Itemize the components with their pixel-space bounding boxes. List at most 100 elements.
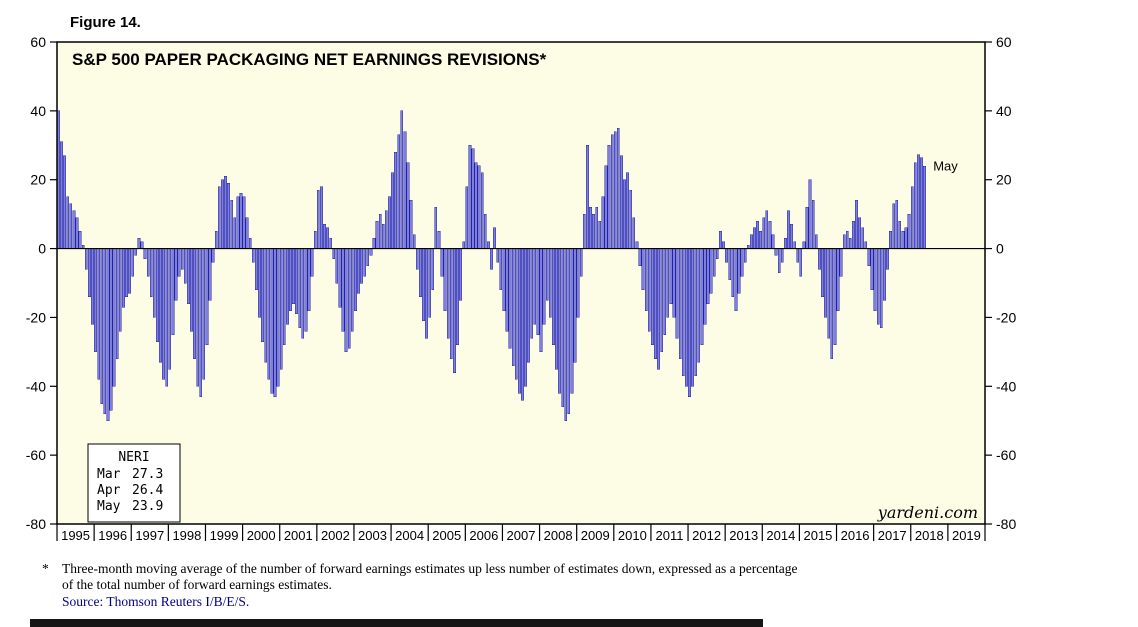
- bar: [493, 227, 496, 249]
- bar: [66, 196, 70, 249]
- bar: [149, 248, 153, 298]
- bar: [551, 248, 555, 346]
- x-tick-label: 2019: [952, 528, 981, 543]
- bar: [876, 248, 880, 325]
- plot-frame: [56, 41, 986, 525]
- bar: [697, 248, 701, 363]
- y-tick-label: 60: [996, 34, 1012, 50]
- legend-row-value: 23.9: [132, 499, 163, 514]
- bar: [418, 248, 422, 298]
- bar: [502, 248, 506, 311]
- bar: [737, 248, 741, 294]
- bar: [394, 151, 398, 249]
- bar: [589, 207, 592, 249]
- bar: [907, 213, 911, 249]
- bar: [604, 165, 608, 249]
- y-tick-label: 20: [996, 172, 1012, 188]
- bar: [391, 172, 394, 249]
- bar: [474, 162, 478, 249]
- bar: [465, 186, 469, 249]
- bar: [635, 241, 639, 249]
- y-tick-label: -60: [996, 447, 1016, 463]
- bar: [650, 248, 654, 346]
- bar: [193, 248, 196, 359]
- legend-title: NERI: [118, 450, 149, 465]
- bar: [731, 248, 735, 298]
- bar: [115, 248, 119, 359]
- bar: [208, 248, 212, 301]
- bar: [660, 248, 664, 353]
- bar: [60, 141, 63, 249]
- bar: [118, 248, 122, 332]
- bar: [350, 248, 354, 332]
- bar: [369, 248, 373, 256]
- bar: [199, 248, 203, 397]
- bar: [765, 210, 769, 249]
- bar: [397, 134, 401, 249]
- bar: [530, 248, 534, 339]
- x-tick-label: 2009: [581, 528, 610, 543]
- bar: [63, 155, 67, 249]
- bar: [245, 217, 249, 249]
- y-tick-label: 0: [996, 241, 1004, 257]
- bar: [483, 213, 487, 249]
- bar: [706, 248, 710, 304]
- legend-row-month: Apr: [97, 483, 121, 498]
- bar: [285, 248, 289, 325]
- bar: [511, 248, 515, 366]
- bar: [616, 127, 620, 249]
- y-tick-label: 40: [30, 103, 46, 119]
- bar: [669, 248, 673, 304]
- bar: [728, 248, 732, 280]
- bar: [462, 241, 466, 249]
- bar: [159, 248, 162, 363]
- y-axis-right: 60 40 20 0 -20 -40 -60 -80: [985, 34, 1016, 532]
- bar: [453, 248, 456, 373]
- bar: [564, 248, 568, 421]
- bar: [301, 248, 305, 339]
- bar: [168, 248, 172, 370]
- bar: [913, 162, 917, 249]
- bar: [112, 248, 116, 387]
- bar: [858, 217, 862, 249]
- bar: [719, 231, 722, 249]
- bar: [805, 207, 809, 249]
- y-axis-left: 60 40 20 0 -20 -40 -60 -80: [26, 34, 57, 532]
- bar: [310, 248, 314, 277]
- bar: [576, 248, 580, 318]
- bar: [555, 248, 558, 370]
- bar: [242, 196, 246, 249]
- bar: [517, 248, 521, 394]
- bar: [227, 182, 230, 249]
- bar: [341, 248, 345, 332]
- bar: [69, 203, 73, 249]
- bar: [607, 145, 611, 249]
- x-tick-label: 2013: [729, 528, 758, 543]
- bar: [183, 248, 187, 284]
- bar: [251, 248, 255, 263]
- y-tick-label: 40: [996, 103, 1012, 119]
- bar: [592, 213, 595, 249]
- bar: [818, 248, 821, 270]
- bar: [94, 248, 97, 353]
- bar: [360, 248, 363, 284]
- bar: [889, 231, 892, 249]
- y-tick-label: -80: [996, 516, 1016, 532]
- bar: [867, 248, 871, 267]
- footnote-star: *: [42, 561, 49, 576]
- bar: [586, 145, 589, 249]
- bar: [678, 248, 682, 359]
- bar: [892, 203, 896, 249]
- bar: [496, 248, 500, 263]
- bottom-strip: [30, 619, 763, 627]
- x-tick-label: 2002: [321, 528, 350, 543]
- bar: [236, 196, 240, 249]
- plot-area: [57, 42, 985, 524]
- bar: [901, 231, 905, 249]
- bar: [211, 248, 215, 263]
- bar: [780, 248, 784, 263]
- bar: [84, 248, 88, 270]
- chart-title: S&P 500 PAPER PACKAGING NET EARNINGS REV…: [72, 50, 547, 69]
- x-tick-label: 2010: [618, 528, 647, 543]
- bar: [261, 248, 264, 342]
